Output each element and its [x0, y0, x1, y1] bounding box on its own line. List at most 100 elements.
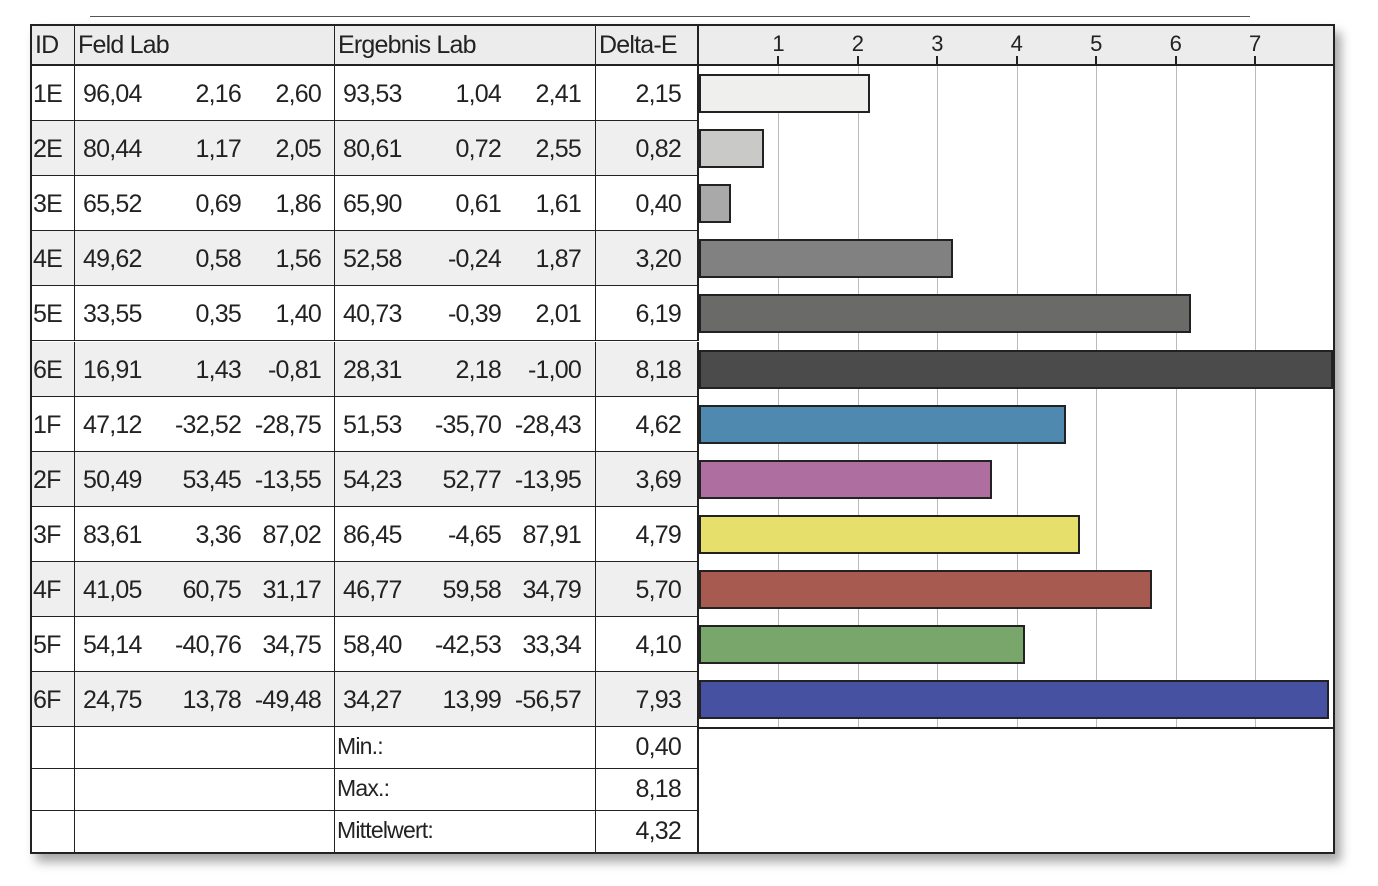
cell-ergebnis-lab: 51,53 -35,70 -28,43 — [335, 396, 596, 452]
b-value: 34,75 — [262, 631, 321, 659]
delta-e-value: 7,93 — [635, 686, 682, 715]
cell-ergebnis-lab: 34,27 13,99 -56,57 — [335, 672, 596, 728]
row-id: 2E — [32, 121, 75, 177]
summary-value: 4,32 — [596, 810, 699, 853]
cell-feld-lab: 80,44 1,17 2,05 — [75, 121, 335, 177]
delta-e-value: 4,10 — [635, 631, 682, 659]
cell-feld-lab: 47,12 -32,52 -28,75 — [75, 396, 335, 452]
tick-label: 7 — [1249, 31, 1262, 56]
cell-delta-e: 3,20 — [596, 231, 699, 287]
delta-e-value: 4,62 — [635, 410, 682, 439]
b-value: 31,17 — [262, 575, 321, 604]
cell-ergebnis-lab: 52,58 -0,24 1,87 — [335, 231, 596, 287]
l-value: 65,90 — [343, 190, 402, 219]
l-value: 16,91 — [83, 355, 142, 384]
l-value: 52,58 — [343, 245, 402, 274]
a-value: -42,53 — [435, 631, 502, 659]
tick-label: 1 — [772, 31, 785, 56]
cell-ergebnis-lab: 93,53 1,04 2,41 — [335, 66, 596, 122]
delta-e-value: 4,79 — [635, 520, 682, 549]
summary-label: Mittelwert: — [335, 810, 596, 853]
a-value: 13,99 — [442, 686, 501, 715]
b-value: 2,05 — [275, 135, 322, 164]
b-value: 1,40 — [275, 300, 322, 329]
gridline — [1096, 66, 1098, 728]
row-id: 5E — [32, 286, 75, 342]
header-delta: Delta-E — [596, 26, 699, 66]
cell-delta-e: 0,82 — [596, 121, 699, 177]
delta-e-value: 5,70 — [635, 575, 682, 604]
a-value: 2,16 — [195, 80, 242, 108]
a-value: 52,77 — [442, 465, 501, 494]
cell-ergebnis-lab: 58,40 -42,53 33,34 — [335, 617, 596, 673]
b-value: -1,00 — [528, 355, 582, 384]
l-value: 86,45 — [343, 520, 402, 549]
summary-label: Min.: — [335, 727, 596, 769]
tick-mark — [1174, 56, 1177, 66]
l-value: 54,23 — [343, 465, 402, 494]
delta-e-value: 3,69 — [635, 465, 682, 494]
tick-mark — [1254, 56, 1257, 66]
header-ergebnis: Ergebnis Lab — [335, 26, 596, 66]
b-value: -13,95 — [514, 465, 582, 494]
bar-2F — [699, 459, 993, 499]
l-value: 65,52 — [83, 190, 142, 219]
cell-delta-e: 4,62 — [596, 396, 699, 452]
a-value: 0,61 — [455, 190, 502, 219]
tick-mark — [1095, 56, 1098, 66]
a-value: 60,75 — [182, 575, 241, 604]
cell-feld-lab: 83,61 3,36 87,02 — [75, 506, 335, 562]
summary-empty-feld — [75, 810, 335, 853]
bar-6E — [699, 349, 1333, 389]
cell-feld-lab: 50,49 53,45 -13,55 — [75, 451, 335, 507]
row-id: 6F — [32, 672, 75, 728]
b-value: -0,81 — [268, 355, 322, 384]
cell-ergebnis-lab: 46,77 59,58 34,79 — [335, 561, 596, 617]
l-value: 58,40 — [343, 631, 402, 659]
l-value: 80,44 — [83, 135, 142, 164]
a-value: 1,04 — [455, 80, 502, 108]
l-value: 40,73 — [343, 300, 402, 329]
tick-label: 4 — [1010, 31, 1023, 56]
l-value: 50,49 — [83, 465, 142, 494]
summary-empty-feld — [75, 727, 335, 769]
b-value: -13,55 — [254, 465, 322, 494]
a-value: -0,39 — [448, 300, 502, 329]
b-value: 1,56 — [275, 245, 322, 274]
b-value: 34,79 — [522, 575, 581, 604]
l-value: 46,77 — [343, 575, 402, 604]
b-value: -28,75 — [254, 410, 322, 439]
cell-delta-e: 0,40 — [596, 176, 699, 232]
cell-delta-e: 5,70 — [596, 561, 699, 617]
cell-feld-lab: 41,05 60,75 31,17 — [75, 561, 335, 617]
gridline — [778, 66, 780, 728]
a-value: 1,17 — [195, 135, 242, 164]
summary-label: Max.: — [335, 768, 596, 811]
cell-ergebnis-lab: 65,90 0,61 1,61 — [335, 176, 596, 232]
b-value: 1,87 — [535, 245, 582, 274]
summary-value-text: 0,40 — [635, 733, 682, 762]
b-value: 1,61 — [535, 190, 582, 219]
gridline — [857, 66, 859, 728]
cell-delta-e: 4,79 — [596, 506, 699, 562]
b-value: 33,34 — [522, 631, 581, 659]
bar-4E — [699, 239, 954, 279]
bar-3F — [699, 514, 1080, 554]
bar-2E — [699, 129, 765, 169]
cell-delta-e: 4,10 — [596, 617, 699, 673]
cell-feld-lab: 24,75 13,78 -49,48 — [75, 672, 335, 728]
b-value: 87,02 — [262, 520, 321, 549]
bar-5E — [699, 294, 1191, 334]
a-value: 0,69 — [195, 190, 242, 219]
gridline — [937, 66, 939, 728]
row-id: 6E — [32, 341, 75, 397]
row-id: 1E — [32, 66, 75, 122]
b-value: 2,41 — [535, 80, 582, 108]
b-value: -28,43 — [514, 410, 582, 439]
cell-feld-lab: 96,04 2,16 2,60 — [75, 66, 335, 122]
a-value: 1,43 — [195, 355, 242, 384]
a-value: -4,65 — [448, 520, 502, 549]
b-value: 87,91 — [522, 520, 581, 549]
summary-value: 8,18 — [596, 768, 699, 811]
cell-ergebnis-lab: 40,73 -0,39 2,01 — [335, 286, 596, 342]
